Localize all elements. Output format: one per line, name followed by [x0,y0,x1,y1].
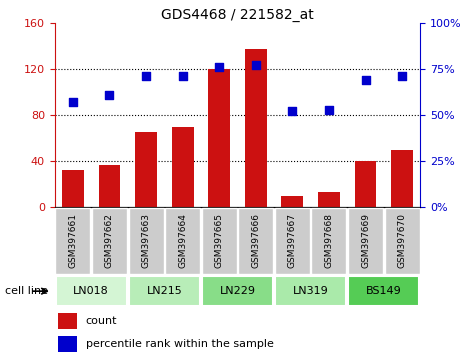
Point [362,77,370,83]
Bar [275,208,310,274]
Bar [202,276,273,306]
Bar [238,208,273,274]
Bar [92,208,127,274]
Text: LN229: LN229 [219,286,256,296]
Text: GSM397665: GSM397665 [215,213,224,268]
Text: LN215: LN215 [146,286,182,296]
Bar [58,313,76,329]
Point [252,63,259,68]
Text: GSM397663: GSM397663 [142,213,151,268]
Point [105,92,113,98]
Point [142,74,150,79]
Text: percentile rank within the sample: percentile rank within the sample [86,339,274,349]
Text: BS149: BS149 [366,286,402,296]
Point [325,107,332,112]
Text: LN018: LN018 [73,286,109,296]
Bar [312,208,346,274]
Bar [281,195,304,207]
Bar [348,208,383,274]
Bar [135,132,157,207]
Text: LN319: LN319 [293,286,329,296]
Bar [202,208,237,274]
Text: count: count [86,316,117,326]
Point [69,99,77,105]
Bar [354,161,377,207]
Text: GSM397668: GSM397668 [324,213,333,268]
Bar [391,149,413,207]
Bar [56,276,127,306]
Bar [208,69,230,207]
Bar [129,276,200,306]
Point [289,109,296,114]
Point [216,64,223,70]
Text: GSM397664: GSM397664 [178,213,187,268]
Bar [171,126,194,207]
Title: GDS4468 / 221582_at: GDS4468 / 221582_at [161,8,314,22]
Text: GSM397669: GSM397669 [361,213,370,268]
Text: GSM397661: GSM397661 [68,213,77,268]
Bar [165,208,200,274]
Bar [385,208,419,274]
Bar [62,170,84,207]
Point [398,74,406,79]
Text: GSM397666: GSM397666 [251,213,260,268]
Bar [98,165,121,207]
Bar [245,50,267,207]
Text: GSM397662: GSM397662 [105,213,114,268]
Bar [348,276,419,306]
Text: GSM397667: GSM397667 [288,213,297,268]
Text: cell line: cell line [5,286,48,296]
Bar [129,208,163,274]
Bar [318,192,340,207]
Bar [275,276,346,306]
Point [179,74,186,79]
Bar [56,208,90,274]
Text: GSM397670: GSM397670 [398,213,407,268]
Bar [58,336,76,352]
